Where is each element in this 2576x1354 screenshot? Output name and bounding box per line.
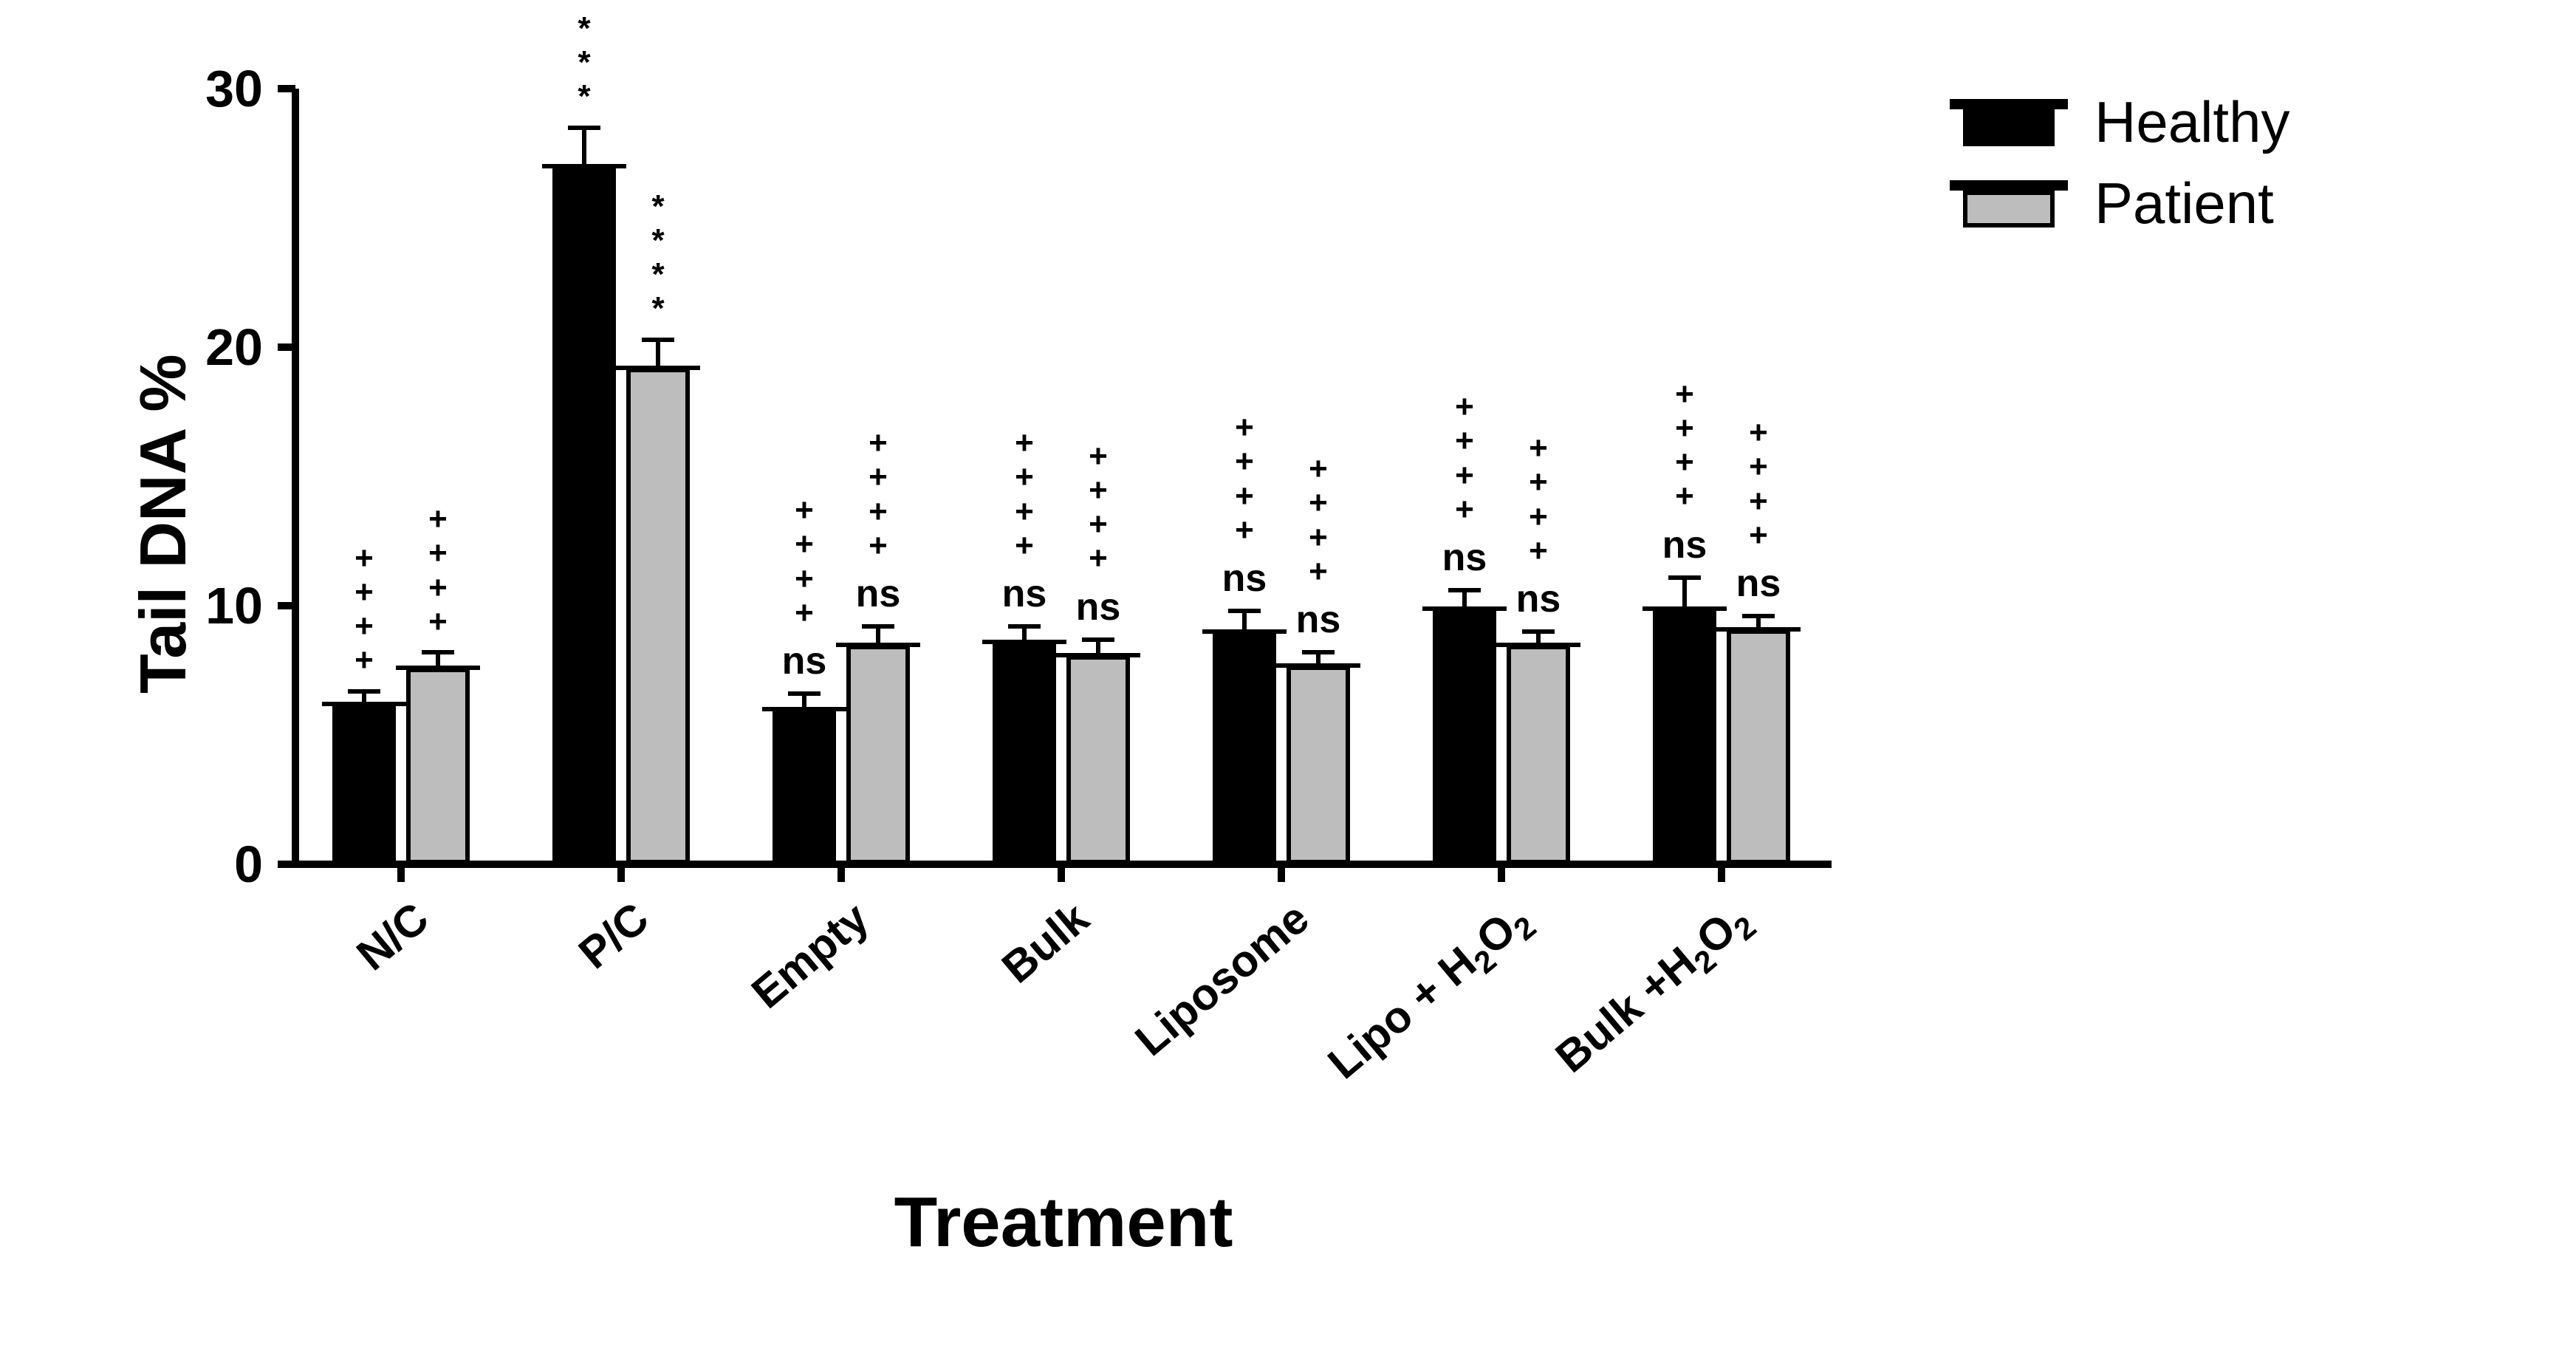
error-bar-stem [1096,640,1100,655]
annotation-ns: ns [1736,564,1781,603]
error-bar-cap [1522,629,1555,634]
x-tick [397,864,405,882]
annotation-significance: + + + + [354,541,374,678]
bar-patient [406,668,470,864]
x-axis-title: Treatment [295,1182,1832,1263]
error-bar-cap [788,691,821,696]
x-category-label: Empty [742,892,879,1019]
annotation-significance: + + + + [795,493,814,630]
bar-healthy [1213,632,1276,864]
x-category-label: Bulk +H2O2 [1546,892,1763,1087]
bar-patient [1066,655,1130,865]
error-bar-stem [582,128,586,167]
chart-container: 0102030+ + + ++ + + +* * * ** * * *ns+ +… [89,44,2481,1315]
error-bar-cap [1082,637,1114,642]
annotation-ns: ns [1296,601,1341,639]
error-bar-cap [1008,624,1041,629]
annotation-significance: * * * * [578,0,590,114]
x-tick [837,864,845,882]
x-category-label: Lipo + H2O2 [1318,892,1543,1094]
error-bar-cap [348,689,380,694]
x-tick [617,864,625,882]
annotation-ns: ns [856,575,901,613]
error-bar-stem [436,652,440,668]
bar-patient [846,645,910,865]
x-category-label: P/C [569,892,658,979]
error-bar-stem [1682,578,1687,609]
error-bar-stem [1462,590,1467,609]
x-category-label: Liposome [1126,892,1318,1066]
annotation-ns: ns [782,642,827,680]
annotation-ns: ns [1516,580,1561,618]
annotation-ns: ns [1002,575,1047,613]
y-tick [278,602,295,609]
legend-item: Healthy [1950,89,2289,156]
legend-label: Patient [2094,170,2274,237]
legend-item: Patient [1950,170,2274,237]
bar-healthy [773,709,836,864]
x-tick [1278,864,1285,882]
x-category-label: N/C [347,892,439,980]
bar-healthy [993,642,1056,864]
error-bar-cap [1448,588,1481,592]
error-bar-cap [862,624,894,629]
y-tick-label: 30 [174,59,263,118]
x-tick [1058,864,1065,882]
annotation-significance: * * * * [651,190,664,326]
x-tick [1498,864,1505,882]
annotation-significance: + + + + [1529,431,1548,568]
error-bar-stem [656,340,660,369]
error-bar-stem [802,694,806,709]
annotation-significance: + + + + [869,426,888,563]
bar-patient [1507,645,1570,865]
error-bar-cap [1742,614,1775,618]
error-bar-cap [1228,609,1261,613]
error-bar-cap [1302,650,1335,654]
annotation-ns: ns [1076,588,1121,626]
error-bar-cap [422,650,454,654]
annotation-significance: + + + + [428,502,448,639]
bar-healthy [1433,609,1496,865]
annotation-ns: ns [1222,559,1267,598]
error-bar-cap [1668,575,1701,580]
bar-patient [1287,666,1350,865]
annotation-ns: ns [1442,538,1487,577]
y-tick [278,343,295,351]
legend-swatch [1950,180,2068,228]
error-bar-stem [1022,626,1027,642]
bar-patient [1727,629,1790,865]
annotation-significance: + + + + [1089,440,1108,576]
x-tick [1718,864,1725,882]
y-axis-line [292,89,299,864]
error-bar-cap [568,126,600,130]
annotation-significance: + + + + [1455,390,1474,527]
error-bar-stem [1242,611,1247,632]
bar-healthy [552,166,616,864]
annotation-significance: + + + + [1015,426,1034,563]
annotation-significance: + + + + [1309,452,1328,589]
error-bar-stem [876,626,880,645]
error-bar-cap [642,338,674,342]
legend-label: Healthy [2094,89,2289,156]
annotation-significance: + + + + [1235,411,1254,547]
y-tick [278,861,295,868]
annotation-ns: ns [1662,526,1707,564]
bar-healthy [332,704,396,864]
y-tick [278,85,295,92]
x-category-label: Bulk [992,892,1098,993]
bar-healthy [1653,609,1716,865]
bar-patient [626,368,690,864]
annotation-significance: + + + + [1749,416,1768,553]
y-tick-label: 0 [174,835,263,894]
legend-swatch [1950,99,2068,146]
plot-area: 0102030+ + + ++ + + +* * * ** * * *ns+ +… [295,89,1832,864]
annotation-significance: + + + + [1675,377,1694,514]
y-axis-title: Tail DNA % [126,354,201,694]
